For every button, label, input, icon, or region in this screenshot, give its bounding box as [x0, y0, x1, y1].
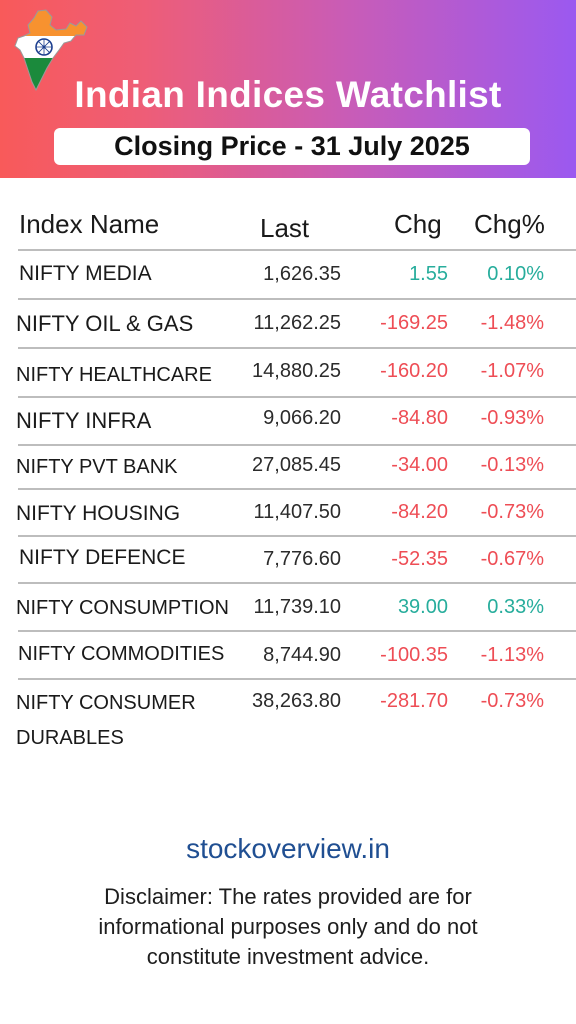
change-percent: -1.48% [480, 312, 544, 334]
index-name: NIFTY HOUSING [16, 502, 181, 525]
date-banner: Closing Price - 31 July 2025 [54, 128, 530, 165]
index-name: NIFTY MEDIA [19, 262, 152, 285]
change-percent: -1.07% [480, 360, 544, 382]
row-divider [18, 298, 576, 300]
last-price: 27,085.45 [252, 454, 341, 476]
change-value: -100.35 [380, 644, 448, 666]
change-value: -52.35 [391, 548, 448, 570]
change-percent: -0.13% [480, 454, 544, 476]
change-value: 1.55 [409, 263, 448, 285]
row-divider [18, 444, 576, 446]
change-value: -84.80 [391, 407, 448, 429]
last-price: 14,880.25 [252, 360, 341, 382]
column-header-last: Last [260, 213, 310, 243]
column-header-chg-percent: Chg% [474, 209, 545, 239]
row-divider [18, 396, 576, 398]
index-name: NIFTY COMMODITIES [18, 643, 225, 665]
row-divider [18, 678, 576, 680]
last-price: 11,739.10 [253, 596, 342, 618]
column-header-index-name: Index Name [19, 209, 160, 239]
india-flag-map-icon [14, 9, 88, 92]
change-value: 39.00 [397, 596, 448, 618]
last-price: 1,626.35 [263, 263, 341, 285]
index-name: NIFTY INFRA [16, 408, 152, 433]
index-name: NIFTY PVT BANK [16, 456, 178, 478]
change-percent: -0.67% [480, 548, 544, 570]
last-price: 7,776.60 [263, 548, 341, 570]
row-divider [18, 488, 576, 490]
row-divider [18, 535, 576, 537]
page-title: Indian Indices Watchlist [74, 74, 502, 115]
change-percent: -1.13% [480, 644, 544, 666]
index-name: NIFTY HEALTHCARE [16, 364, 212, 386]
date-banner-text: Closing Price - 31 July 2025 [114, 131, 470, 161]
website-link[interactable]: stockoverview.in [186, 833, 390, 864]
change-percent: -0.93% [480, 407, 544, 429]
row-divider [18, 582, 576, 584]
change-percent: 0.33% [487, 596, 544, 618]
row-divider [18, 630, 576, 632]
disclaimer-text: Disclaimer: The rates provided are for i… [98, 884, 478, 969]
row-divider [18, 347, 576, 349]
index-name: NIFTY OIL & GAS [16, 311, 194, 336]
row-divider [18, 249, 576, 251]
index-name-line-1: NIFTY CONSUMER [16, 692, 196, 714]
header-banner: Indian Indices Watchlist Closing Price -… [0, 0, 576, 178]
last-price: 11,262.25 [253, 312, 342, 334]
change-value: -281.70 [380, 690, 448, 712]
change-value: -169.25 [380, 312, 448, 334]
change-percent: 0.10% [487, 263, 544, 285]
change-value: -34.00 [391, 454, 448, 476]
last-price: 9,066.20 [263, 407, 341, 429]
index-name: NIFTY CONSUMPTION [16, 597, 229, 619]
last-price: 38,263.80 [252, 690, 341, 712]
change-percent: -0.73% [480, 501, 544, 523]
index-name: NIFTY DEFENCE [19, 546, 186, 569]
column-header-chg: Chg [394, 209, 442, 239]
last-price: 8,744.90 [263, 644, 341, 666]
last-price: 11,407.50 [253, 501, 342, 523]
change-value: -84.20 [391, 501, 448, 523]
index-name-line-2: DURABLES [16, 727, 124, 749]
change-value: -160.20 [380, 360, 448, 382]
change-percent: -0.73% [480, 690, 544, 712]
